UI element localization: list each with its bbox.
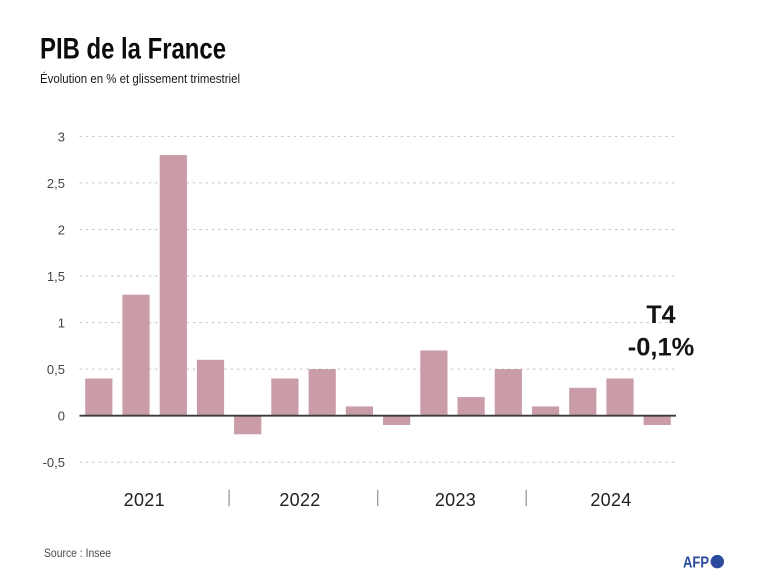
- svg-text:Source : Insee: Source : Insee: [44, 548, 111, 560]
- svg-text:-0,5: -0,5: [43, 455, 65, 470]
- svg-text:0,5: 0,5: [47, 362, 65, 377]
- svg-text:T4: T4: [646, 301, 675, 329]
- svg-text:2,5: 2,5: [47, 176, 65, 191]
- svg-text:-0,1%: -0,1%: [628, 334, 695, 362]
- svg-text:Évolution en % et glissement t: Évolution en % et glissement trimestriel: [40, 71, 240, 86]
- svg-text:2022: 2022: [279, 490, 320, 510]
- svg-text:2: 2: [58, 223, 65, 238]
- svg-text:3: 3: [58, 129, 65, 144]
- svg-text:2021: 2021: [124, 490, 165, 510]
- svg-text:2023: 2023: [435, 490, 476, 510]
- svg-text:1: 1: [58, 316, 65, 331]
- svg-text:PIB de la France: PIB de la France: [40, 32, 226, 65]
- svg-text:0: 0: [58, 409, 65, 424]
- svg-text:1,5: 1,5: [47, 269, 65, 284]
- svg-text:2024: 2024: [590, 490, 631, 510]
- svg-text:AFP: AFP: [683, 554, 709, 571]
